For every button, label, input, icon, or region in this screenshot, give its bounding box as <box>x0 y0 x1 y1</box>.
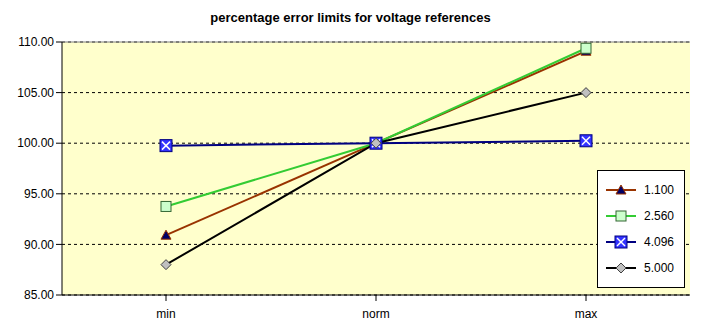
svg-text:110.00: 110.00 <box>18 35 54 49</box>
svg-text:100.00: 100.00 <box>17 136 54 150</box>
svg-text:max: max <box>575 307 598 321</box>
svg-text:min: min <box>156 307 175 321</box>
svg-text:95.00: 95.00 <box>24 187 54 201</box>
svg-text:105.00: 105.00 <box>17 86 54 100</box>
svg-text:85.00: 85.00 <box>24 288 54 302</box>
svg-text:90.00: 90.00 <box>24 238 54 252</box>
html-text:5.000: 5.000 <box>644 261 674 275</box>
html-text:1.100: 1.100 <box>644 183 674 197</box>
svg-text:norm: norm <box>362 307 389 321</box>
html-text:2.560: 2.560 <box>644 209 674 223</box>
html-text:percentage error limits for vo: percentage error limits for voltage refe… <box>210 10 491 25</box>
html-text:4.096: 4.096 <box>644 235 674 249</box>
